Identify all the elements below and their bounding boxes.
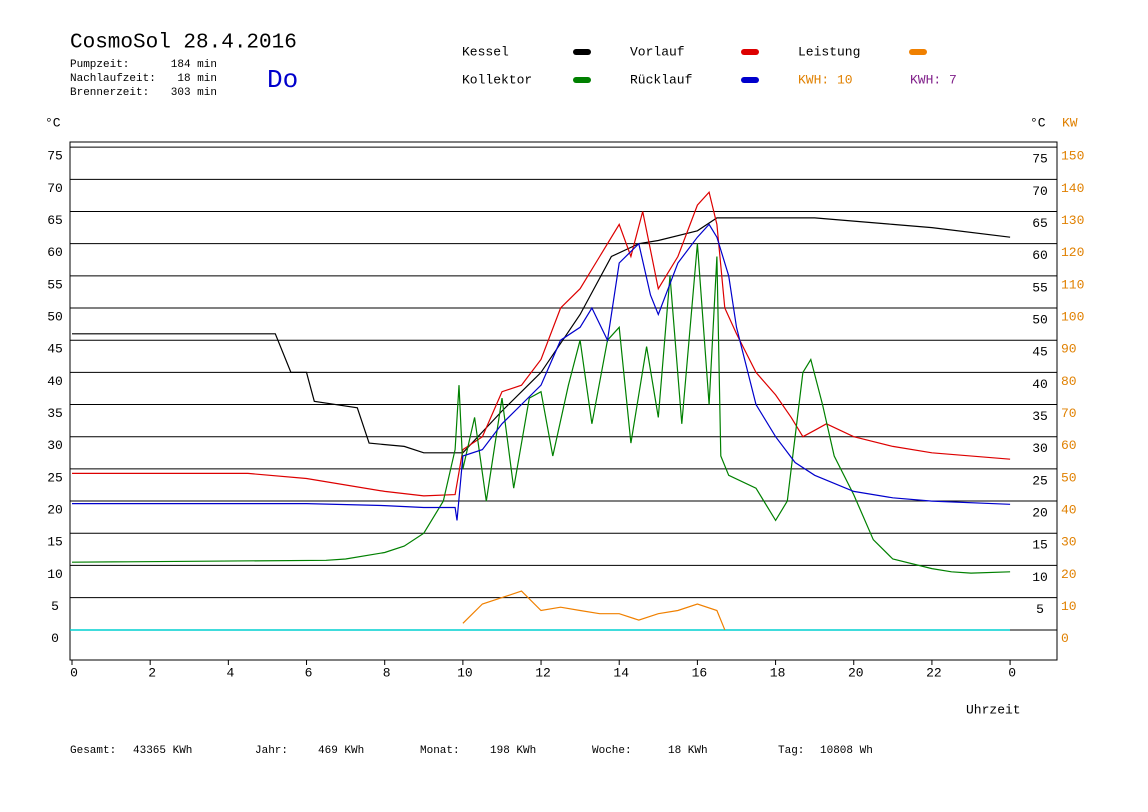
kwh-label: KWH: 7 — [910, 72, 957, 87]
y2-tick-label: 110 — [1061, 277, 1084, 292]
y-tick-label-right: 20 — [1032, 505, 1048, 520]
legend-label: Kollektor — [462, 72, 532, 87]
plot-frame — [69, 141, 1058, 661]
y2-tick-label: 140 — [1061, 181, 1084, 196]
y2-tick-label: 50 — [1061, 470, 1077, 485]
stat-label: Pumpzeit: — [70, 59, 129, 71]
footer-label: Monat: — [420, 745, 460, 757]
y-tick-label-right: 35 — [1032, 409, 1048, 424]
legend-label: Vorlauf — [630, 44, 685, 59]
footer-label: Tag: — [778, 745, 804, 757]
legend-label: Leistung — [798, 44, 860, 59]
y-tick-label-right: 70 — [1032, 184, 1048, 199]
y-tick-label: 0 — [51, 631, 59, 646]
y2-tick-label: 120 — [1061, 245, 1084, 260]
y-tick-label: 20 — [47, 502, 63, 517]
y2-tick-label: 100 — [1061, 309, 1084, 324]
y-tick-label: 45 — [47, 342, 63, 357]
series-line — [72, 190, 1011, 497]
y2-tick-label: 30 — [1061, 535, 1077, 550]
stat-value: 184 min — [171, 59, 217, 71]
y-tick-label-right: 50 — [1032, 312, 1048, 327]
y-tick-label-right: 60 — [1032, 248, 1048, 263]
x-label: Uhrzeit — [966, 702, 1021, 717]
footer-value: 198 KWh — [490, 745, 536, 757]
x-tick-label: 14 — [613, 665, 629, 680]
title: CosmoSol 28.4.2016 — [70, 32, 297, 55]
y2-tick-label: 0 — [1061, 631, 1069, 646]
y-tick-label-right: 40 — [1032, 377, 1048, 392]
y-tick-label: 75 — [47, 149, 63, 164]
footer-value: 10808 Wh — [820, 745, 873, 757]
y2-tick-label: 40 — [1061, 502, 1077, 517]
stat-value: 303 min — [171, 87, 217, 99]
y-tick-label: 60 — [47, 245, 63, 260]
y-tick-label: 25 — [47, 470, 63, 485]
y-tick-label: 10 — [47, 567, 63, 582]
x-tick-label: 4 — [226, 665, 234, 680]
y2-tick-label: 90 — [1061, 342, 1077, 357]
y2-tick-label: 10 — [1061, 599, 1077, 614]
series-line — [71, 243, 1011, 574]
stat-label: Brennerzeit: — [70, 87, 149, 99]
x-tick-label: 0 — [70, 665, 78, 680]
x-tick-label: 12 — [535, 665, 551, 680]
x-tick-label: 0 — [1008, 665, 1016, 680]
footer-value: 469 KWh — [318, 745, 364, 757]
stat-value: 18 min — [177, 73, 217, 85]
x-tick-label: 8 — [383, 665, 391, 680]
y-tick-label-right: 25 — [1032, 473, 1048, 488]
legend-label: Kessel — [462, 44, 509, 59]
y2-label: KW — [1062, 115, 1078, 130]
y-tick-label: 55 — [47, 277, 63, 292]
x-tick-label: 16 — [692, 665, 708, 680]
y2-tick-label: 130 — [1061, 213, 1084, 228]
y-tick-label: 65 — [47, 213, 63, 228]
y2-tick-label: 70 — [1061, 406, 1077, 421]
y-tick-label: 30 — [47, 438, 63, 453]
footer-label: Woche: — [592, 745, 632, 757]
y2-tick-label: 150 — [1061, 149, 1084, 164]
y-tick-label: 70 — [47, 181, 63, 196]
footer-label: Jahr: — [255, 745, 288, 757]
y-tick-label-right: 75 — [1032, 152, 1048, 167]
y-tick-label: 15 — [47, 535, 63, 550]
day: Do — [267, 65, 298, 95]
y-tick-label: 35 — [47, 406, 63, 421]
footer-label: Gesamt: — [70, 745, 116, 757]
footer-value: 43365 KWh — [133, 745, 192, 757]
y-label: °C — [45, 115, 61, 130]
y2-tick-label: 20 — [1061, 567, 1077, 582]
legend-label: Rücklauf — [630, 72, 692, 87]
x-tick-label: 2 — [148, 665, 156, 680]
y-tick-label: 5 — [51, 599, 59, 614]
footer-value: 18 KWh — [668, 745, 708, 757]
y-tick-label-right: 55 — [1032, 280, 1048, 295]
x-tick-label: 18 — [770, 665, 786, 680]
y-tick-label-right: 5 — [1036, 602, 1044, 617]
x-tick-label: 22 — [926, 665, 942, 680]
y-tick-label: 50 — [47, 309, 63, 324]
y-tick-label-right: 45 — [1032, 345, 1048, 360]
y-tick-label-right: 10 — [1032, 570, 1048, 585]
series-line — [72, 223, 1011, 521]
x-tick-label: 20 — [848, 665, 864, 680]
y-tick-label-right: 65 — [1032, 216, 1048, 231]
y2-tick-label: 80 — [1061, 374, 1077, 389]
y2-tick-label: 60 — [1061, 438, 1077, 453]
x-tick-label: 6 — [305, 665, 313, 680]
y-tick-label: 40 — [47, 374, 63, 389]
y-label-right: °C — [1030, 115, 1046, 130]
kwh-label: KWH: 10 — [798, 72, 853, 87]
y-tick-label-right: 30 — [1032, 441, 1048, 456]
y-tick-label-right: 15 — [1032, 538, 1048, 553]
series-line — [462, 590, 726, 631]
x-tick-label: 10 — [457, 665, 473, 680]
stat-label: Nachlaufzeit: — [70, 73, 156, 85]
series-line — [72, 217, 1011, 454]
